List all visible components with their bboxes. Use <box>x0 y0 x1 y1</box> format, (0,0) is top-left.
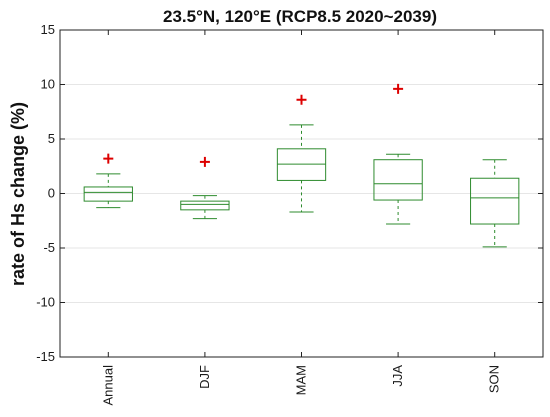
x-tick-label: Annual <box>100 365 115 406</box>
x-tick-label: MAM <box>294 365 309 395</box>
outlier-marker <box>199 156 210 167</box>
box-son <box>470 159 520 248</box>
x-tick-label: JJA <box>390 365 405 387</box>
y-tick-label: 15 <box>41 22 55 37</box>
y-tick-label: -10 <box>36 295 55 310</box>
plot-area <box>83 83 520 248</box>
box-annual <box>83 153 133 209</box>
iqr-box <box>373 159 423 201</box>
y-axis-label: rate of Hs change (%) <box>8 102 28 286</box>
box-djf <box>180 156 230 220</box>
y-tick-label: 10 <box>41 77 55 92</box>
iqr-box <box>276 148 327 181</box>
outlier-marker <box>393 83 404 94</box>
iqr-box <box>83 186 133 202</box>
outlier-marker <box>296 94 307 105</box>
axes: -15 -10 -5 0 5 10 15 Annual DJF MAM JJA SON <box>36 22 544 406</box>
y-tick-label: -15 <box>36 349 55 364</box>
iqr-box <box>180 200 230 211</box>
y-tick-label: 0 <box>48 186 55 201</box>
outlier-marker <box>103 153 114 164</box>
y-tick-label: 5 <box>48 131 55 146</box>
chart-title: 23.5°N, 120°E (RCP8.5 2020~2039) <box>163 7 437 26</box>
box-mam <box>276 94 327 213</box>
x-tick-label: SON <box>487 365 502 393</box>
iqr-box <box>470 177 520 225</box>
box-jja <box>373 83 423 225</box>
y-tick-label: -5 <box>43 240 55 255</box>
x-tick-label: DJF <box>197 365 212 389</box>
